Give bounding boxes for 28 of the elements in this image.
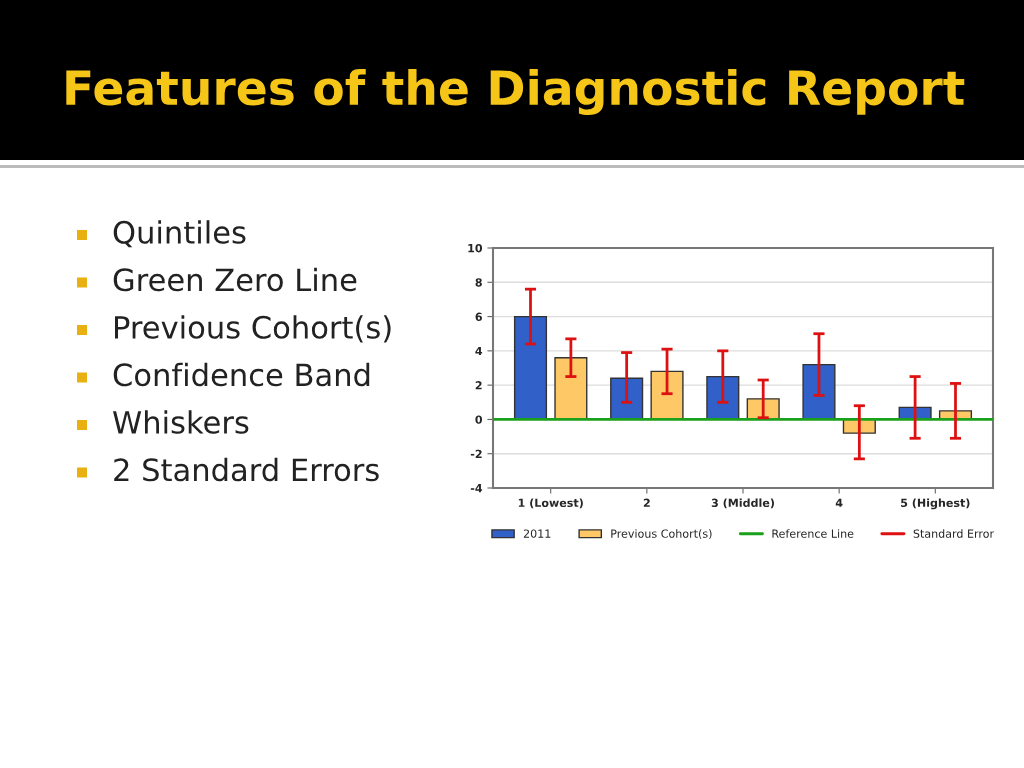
y-tick-label: 0 (475, 415, 483, 424)
legend-label: Reference Line (772, 529, 854, 538)
x-tick-label: 1 (Lowest) (518, 498, 583, 509)
text: Green Zero Line (113, 267, 357, 292)
x-tick-label: 2 (643, 498, 650, 507)
chart-title: Features of the Diagnostic Report (66, 68, 965, 116)
y-tick-label: 8 (475, 278, 482, 287)
y-tick-label: 2 (475, 381, 482, 390)
x-tick-label: 3 (Middle) (711, 498, 774, 509)
x-tick-label: 4 (835, 498, 843, 507)
x-tick-label: 5 (Highest) (901, 498, 970, 510)
text: Standard Error (913, 529, 995, 538)
y-tick-label: -2 (470, 449, 482, 458)
legend-label: 2011 (523, 529, 551, 538)
text: Whiskers (113, 410, 249, 434)
text: Previous Cohort(s) (115, 315, 391, 343)
y-tick-label: 6 (475, 312, 482, 321)
bar (802, 363, 836, 421)
y-tick-label: -4 (470, 484, 483, 493)
text: Quintiles (113, 220, 246, 248)
y-tick-label: 4 (475, 346, 483, 356)
bar (554, 357, 588, 421)
bar (513, 315, 548, 421)
bar (650, 370, 684, 421)
y-tick-label: 10 (468, 243, 483, 253)
text: 2 Standard Errors (114, 457, 379, 482)
legend-label: Previous Cohort(s) (611, 529, 712, 540)
text: Confidence Band (113, 362, 370, 387)
